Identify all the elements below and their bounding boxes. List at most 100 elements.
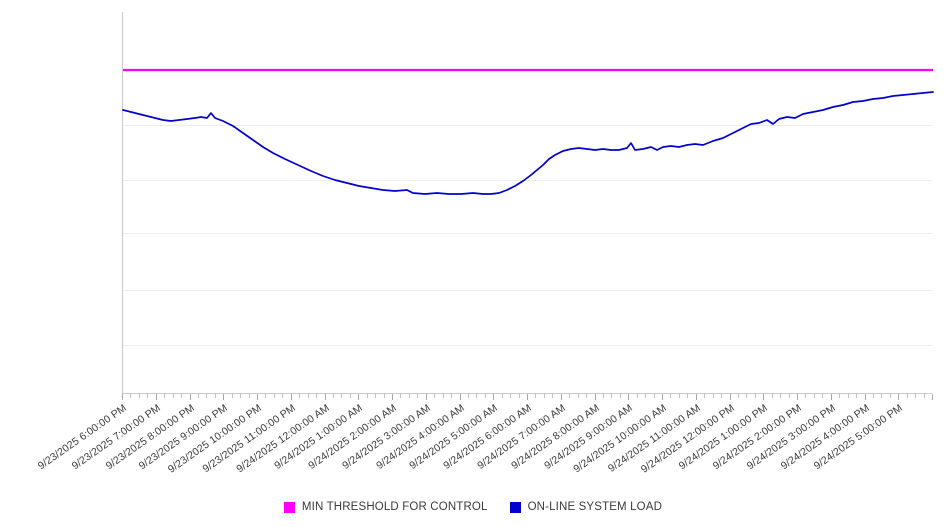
x-axis-minor-tick xyxy=(501,394,503,398)
x-axis-minor-tick xyxy=(240,394,242,398)
x-axis-major-tick xyxy=(358,394,360,400)
x-axis-major-tick xyxy=(628,394,630,400)
x-axis-minor-tick xyxy=(780,394,782,398)
x-axis-tick-strip xyxy=(122,394,933,400)
x-axis-minor-tick xyxy=(586,394,588,398)
gridline xyxy=(123,290,932,291)
x-axis-minor-tick xyxy=(510,394,512,398)
x-axis-minor-tick xyxy=(375,394,377,398)
x-axis-major-tick xyxy=(459,394,461,400)
x-axis-minor-tick xyxy=(248,394,250,398)
x-axis-minor-tick xyxy=(181,394,183,398)
x-axis-major-tick xyxy=(864,394,866,400)
x-axis-major-tick xyxy=(695,394,697,400)
x-axis-minor-tick xyxy=(737,394,739,398)
x-axis-minor-tick xyxy=(906,394,908,398)
x-axis-minor-tick xyxy=(839,394,841,398)
x-axis-minor-tick xyxy=(813,394,815,398)
x-axis-major-tick xyxy=(560,394,562,400)
legend-swatch-magenta xyxy=(283,501,295,513)
gridline xyxy=(123,233,932,234)
x-axis-minor-tick xyxy=(172,394,174,398)
x-axis-minor-tick xyxy=(349,394,351,398)
x-axis-minor-tick xyxy=(299,394,301,398)
chart-legend: MIN THRESHOLD FOR CONTROL ON-LINE SYSTEM… xyxy=(0,496,946,518)
x-axis-major-tick xyxy=(932,394,933,400)
x-axis-minor-tick xyxy=(265,394,267,398)
x-axis-major-tick xyxy=(122,394,123,400)
x-axis-major-tick xyxy=(898,394,900,400)
gridline xyxy=(123,180,932,181)
x-axis-minor-tick xyxy=(231,394,233,398)
x-axis-minor-tick xyxy=(636,394,638,398)
on-line-system-load-series xyxy=(122,91,934,195)
x-axis-major-tick xyxy=(527,394,528,400)
x-axis-minor-tick xyxy=(476,394,478,398)
x-axis-minor-tick xyxy=(746,394,748,398)
x-axis-minor-tick xyxy=(197,394,199,398)
x-axis-minor-tick xyxy=(822,394,824,398)
x-axis-minor-tick xyxy=(518,394,520,398)
x-axis-major-tick xyxy=(662,394,663,400)
x-axis-minor-tick xyxy=(130,394,132,398)
x-axis-major-tick xyxy=(763,394,765,400)
x-axis-major-tick xyxy=(729,394,731,400)
x-axis-major-tick xyxy=(189,394,191,400)
x-axis-minor-tick xyxy=(645,394,647,398)
x-axis-minor-tick xyxy=(332,394,334,398)
x-axis-minor-tick xyxy=(771,394,773,398)
x-axis-minor-tick xyxy=(282,394,284,398)
x-axis-major-tick xyxy=(594,394,596,400)
x-axis-major-tick xyxy=(425,394,427,400)
x-axis-minor-tick xyxy=(611,394,613,398)
x-axis-minor-tick xyxy=(704,394,706,398)
x-axis-minor-tick xyxy=(754,394,756,398)
x-axis-minor-tick xyxy=(881,394,883,398)
x-axis-minor-tick xyxy=(712,394,714,398)
x-axis-minor-tick xyxy=(138,394,140,398)
x-axis-minor-tick xyxy=(442,394,444,398)
x-axis-minor-tick xyxy=(434,394,436,398)
gridline xyxy=(123,345,932,346)
x-axis-minor-tick xyxy=(721,394,723,398)
x-axis-minor-tick xyxy=(872,394,874,398)
x-axis-minor-tick xyxy=(164,394,166,398)
x-axis-minor-tick xyxy=(847,394,849,398)
x-axis-minor-tick xyxy=(678,394,680,398)
x-axis-minor-tick xyxy=(577,394,579,398)
x-axis-minor-tick xyxy=(552,394,554,398)
x-axis-minor-tick xyxy=(805,394,807,398)
x-axis-labels: 9/23/2025 6:00:00 PM 9/23/2025 7:00:00 PM… xyxy=(0,394,946,490)
x-axis-major-tick xyxy=(797,394,798,400)
legend-label: MIN THRESHOLD FOR CONTROL xyxy=(301,501,488,513)
legend-item-on-line-system-load[interactable]: ON-LINE SYSTEM LOAD xyxy=(509,501,663,513)
gridline xyxy=(123,125,932,126)
x-axis-minor-tick xyxy=(687,394,689,398)
x-axis-minor-tick xyxy=(543,394,545,398)
x-axis-major-tick xyxy=(392,394,393,400)
x-axis-minor-tick xyxy=(316,394,318,398)
x-axis-minor-tick xyxy=(341,394,343,398)
x-axis-minor-tick xyxy=(408,394,410,398)
x-axis-minor-tick xyxy=(535,394,537,398)
x-axis-major-tick xyxy=(290,394,292,400)
x-axis-minor-tick xyxy=(915,394,917,398)
x-axis-minor-tick xyxy=(273,394,275,398)
x-axis-minor-tick xyxy=(670,394,672,398)
legend-item-min-threshold-for-control[interactable]: MIN THRESHOLD FOR CONTROL xyxy=(283,501,488,513)
legend-swatch-blue xyxy=(509,501,521,513)
x-axis-minor-tick xyxy=(147,394,149,398)
x-axis-minor-tick xyxy=(206,394,208,398)
x-axis-major-tick xyxy=(493,394,495,400)
x-axis-major-tick xyxy=(324,394,326,400)
x-axis-minor-tick xyxy=(417,394,419,398)
x-axis-minor-tick xyxy=(307,394,309,398)
legend-label: ON-LINE SYSTEM LOAD xyxy=(527,501,663,513)
x-axis-minor-tick xyxy=(602,394,604,398)
plot-area xyxy=(122,12,934,394)
x-axis-minor-tick xyxy=(451,394,453,398)
x-axis-minor-tick xyxy=(214,394,216,398)
x-axis-minor-tick xyxy=(383,394,385,398)
x-axis-minor-tick xyxy=(484,394,486,398)
x-axis-minor-tick xyxy=(856,394,858,398)
